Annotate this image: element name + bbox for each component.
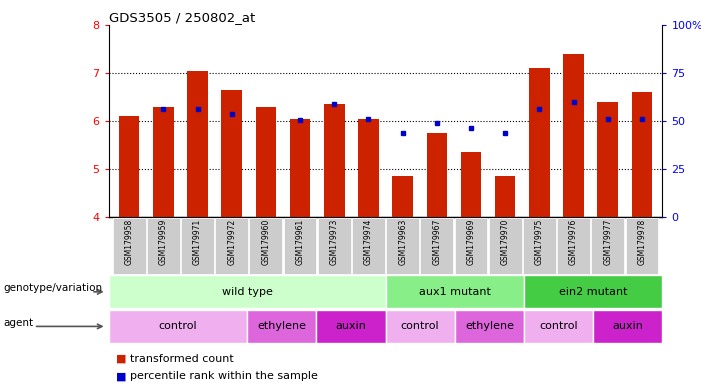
Text: ein2 mutant: ein2 mutant [559,287,627,297]
Bar [316,310,386,343]
Bar [215,217,248,274]
Text: GSM179978: GSM179978 [637,219,646,265]
Text: GSM179972: GSM179972 [227,219,236,265]
Bar [250,217,283,274]
Bar [393,176,413,217]
Text: GSM179970: GSM179970 [501,219,510,265]
Text: ethylene: ethylene [257,321,306,331]
Bar [632,92,652,217]
Text: GSM179961: GSM179961 [296,219,305,265]
Text: GSM179973: GSM179973 [329,219,339,265]
Bar [119,116,139,217]
Text: GDS3505 / 250802_at: GDS3505 / 250802_at [109,11,255,24]
Text: percentile rank within the sample: percentile rank within the sample [130,371,318,381]
Bar [386,275,524,308]
Bar [489,217,522,274]
Bar [427,133,447,217]
Bar [524,275,662,308]
Bar [455,310,524,343]
Text: GSM179960: GSM179960 [261,219,271,265]
Bar [181,217,214,274]
Bar [187,71,207,217]
Bar [222,90,242,217]
Text: GSM179958: GSM179958 [125,219,134,265]
Text: GSM179963: GSM179963 [398,219,407,265]
Bar [358,119,379,217]
Text: GSM179967: GSM179967 [433,219,442,265]
Bar [455,217,487,274]
Text: ■: ■ [116,371,126,381]
Bar [113,217,146,274]
Bar [495,176,515,217]
Bar [461,152,482,217]
Bar [284,217,316,274]
Text: GSM179959: GSM179959 [159,219,168,265]
Bar [290,119,311,217]
Bar [247,310,316,343]
Text: agent: agent [4,318,34,328]
Text: genotype/variation: genotype/variation [4,283,102,293]
Text: ethylene: ethylene [465,321,514,331]
Bar [557,217,590,274]
Bar [593,310,662,343]
Bar [421,217,454,274]
Text: GSM179975: GSM179975 [535,219,544,265]
Bar [256,107,276,217]
Bar [109,310,247,343]
Text: GSM179977: GSM179977 [604,219,612,265]
Bar [109,275,386,308]
Bar [597,102,618,217]
Text: control: control [539,321,578,331]
Bar [153,107,174,217]
Bar [592,217,624,274]
Text: auxin: auxin [613,321,644,331]
Text: GSM179976: GSM179976 [569,219,578,265]
Bar [625,217,658,274]
Text: aux1 mutant: aux1 mutant [418,287,491,297]
Text: control: control [158,321,197,331]
Text: ■: ■ [116,354,126,364]
Bar [564,54,584,217]
Bar [318,217,350,274]
Text: wild type: wild type [222,287,273,297]
Bar [524,310,593,343]
Bar [523,217,556,274]
Text: GSM179974: GSM179974 [364,219,373,265]
Bar [352,217,385,274]
Text: GSM179969: GSM179969 [466,219,475,265]
Text: auxin: auxin [336,321,367,331]
Bar [386,310,455,343]
Bar [386,217,419,274]
Text: transformed count: transformed count [130,354,233,364]
Text: control: control [401,321,440,331]
Bar [147,217,179,274]
Text: GSM179971: GSM179971 [193,219,202,265]
Bar [529,68,550,217]
Bar [324,104,344,217]
